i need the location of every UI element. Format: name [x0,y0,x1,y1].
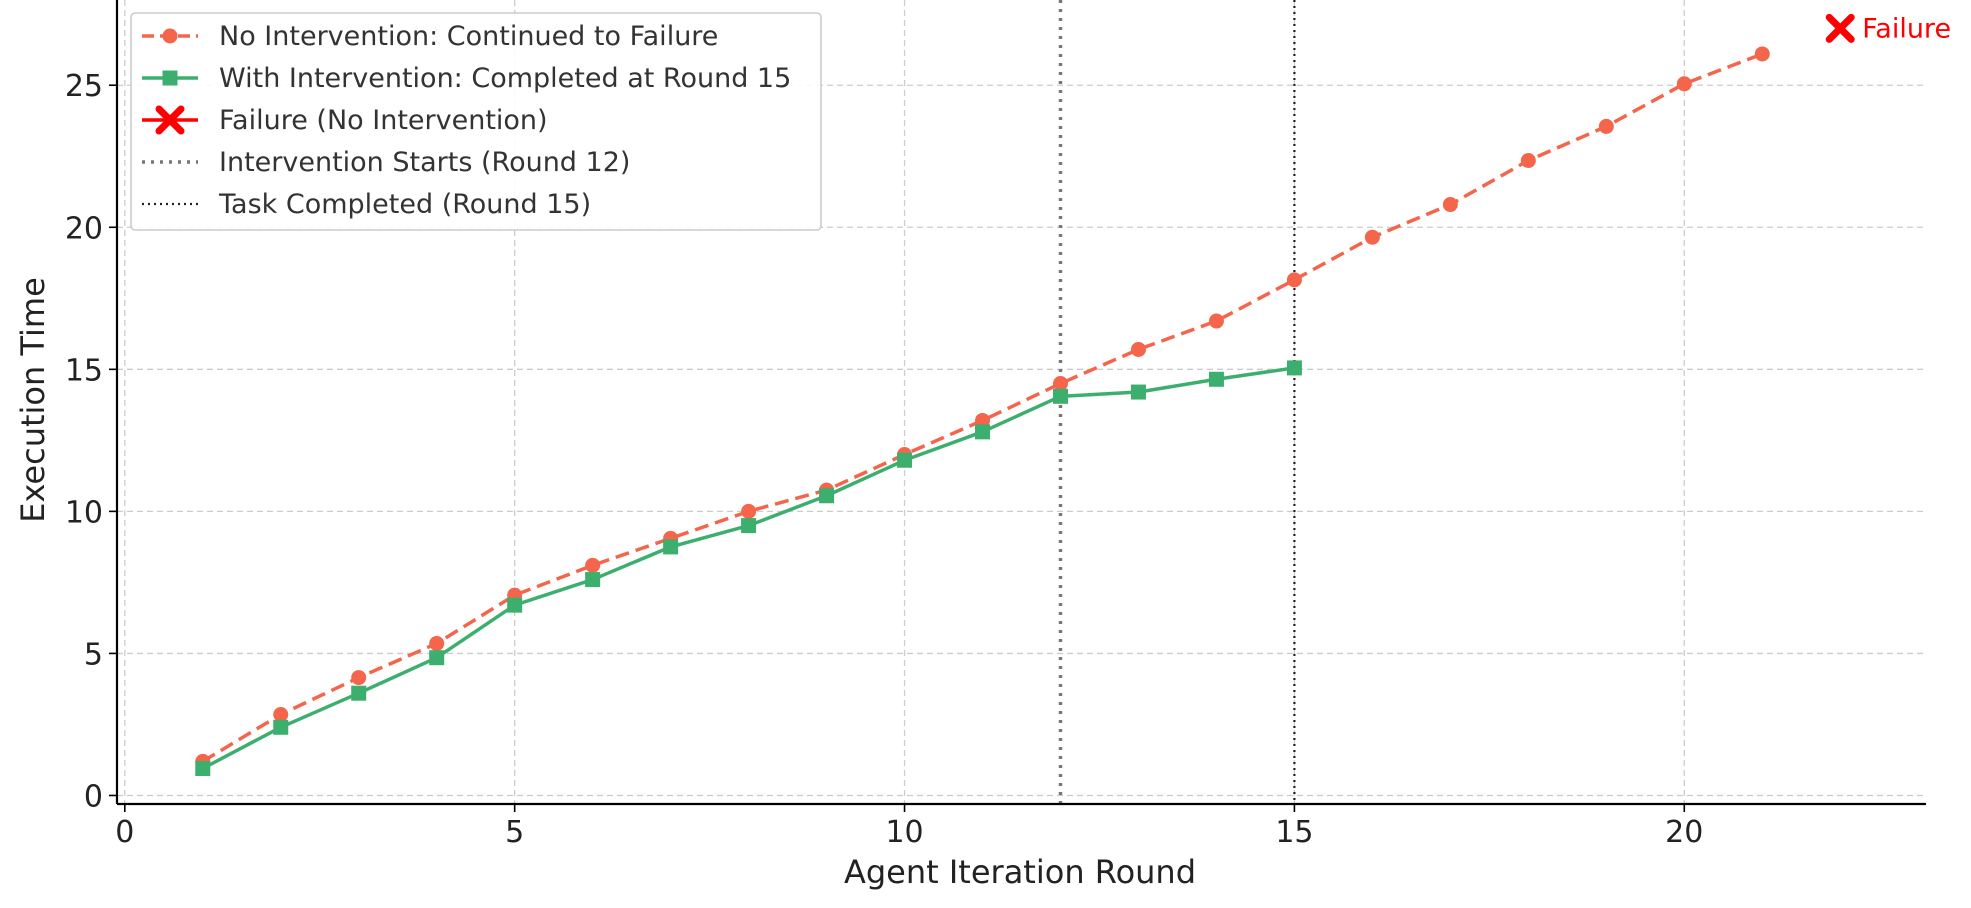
series-0-point [1442,197,1458,213]
series-1-point [663,539,679,555]
annotations: Failure [1862,13,1951,44]
legend-entry: Failure (No Intervention) [142,105,548,136]
series-1-point [273,719,289,735]
series [195,13,1855,776]
x-axis-label: Agent Iteration Round [844,853,1196,891]
series-1-point [195,760,211,776]
series-0-point [1052,376,1068,392]
y-tick-label: 20 [65,211,103,246]
legend-label: Task Completed (Round 15) [218,189,591,220]
series-0-point [1364,229,1380,245]
series-1-line [201,366,1295,771]
series-0-point [1520,153,1536,169]
reference-lines [1058,0,1296,804]
legend-entry: No Intervention: Continued to Failure [142,21,718,52]
legend-label: With Intervention: Completed at Round 15 [219,63,791,94]
series-2-point [1825,13,1855,43]
series-1-point [741,518,757,534]
legend-box [130,12,822,231]
y-tick-label: 0 [84,779,103,814]
x-tick-label: 20 [1665,815,1703,850]
series-1-point [429,650,445,666]
y-axis-label: Execution Time [14,277,52,523]
y-tick-label: 5 [84,637,103,672]
series-1-point [585,572,601,588]
series-0-point [1676,76,1692,92]
series-0-point [585,557,601,573]
series-0-point [1598,118,1614,134]
legend-entry: Intervention Starts (Round 12) [142,147,630,178]
axes [115,0,1926,806]
series-1-point [897,452,913,468]
series-0-point [1286,272,1302,288]
series-0-line [201,52,1763,763]
y-tick-label: 15 [65,353,103,388]
legend: No Intervention: Continued to Failure Wit… [130,12,822,231]
series-1-point [975,424,991,440]
ticks: 0 5 10 15 20 0 5 10 15 20 25 [65,69,1704,850]
legend-label: Failure (No Intervention) [219,105,548,136]
series-1-point [1208,371,1224,387]
y-tick-label: 10 [65,495,103,530]
series-1-point [351,685,367,701]
series-1-point [1052,388,1068,404]
legend-marker [162,70,178,86]
series-0-point [975,412,991,428]
legend-entry: With Intervention: Completed at Round 15 [142,63,791,94]
legend-label: No Intervention: Continued to Failure [219,21,718,52]
annotation-failure: Failure [1862,13,1951,44]
legend-marker [155,105,185,135]
series-0-point [1208,313,1224,329]
x-tick-label: 5 [505,815,524,850]
x-tick-label: 0 [115,815,134,850]
series-1-point [1130,384,1146,400]
series-1-point [819,488,835,504]
y-tick-label: 25 [65,69,103,104]
legend-marker [162,28,178,44]
series-0-point [1754,46,1770,62]
x-tick-label: 10 [885,815,923,850]
series-0-point [429,635,445,651]
legend-entry: Task Completed (Round 15) [142,189,591,220]
series-1-point [507,597,523,613]
series-0-point [1130,341,1146,357]
series-1-point [1286,360,1302,376]
x-tick-label: 15 [1275,815,1313,850]
series-0-point [273,707,289,723]
series-0-point [351,670,367,686]
series-0-point [741,503,757,519]
legend-label: Intervention Starts (Round 12) [219,147,630,178]
